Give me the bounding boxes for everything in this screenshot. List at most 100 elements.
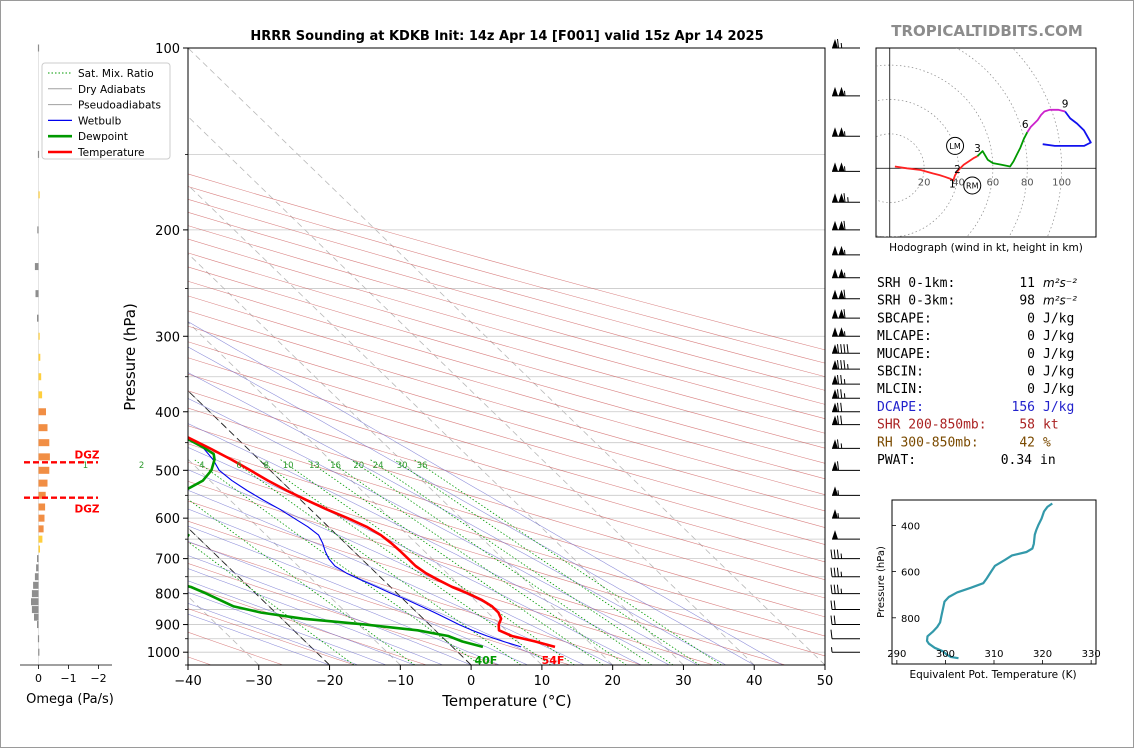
surface-temperature-label: 54F xyxy=(542,654,565,667)
wind-barb-flag xyxy=(832,127,838,137)
wind-barb-flag xyxy=(838,245,845,255)
omega-bar xyxy=(38,525,44,533)
wind-barb-half xyxy=(844,90,846,96)
wind-barb-feather xyxy=(840,360,843,370)
dgz-label: DGZ xyxy=(75,449,100,461)
hodograph-segment xyxy=(894,155,978,182)
index-unit: in xyxy=(1040,453,1056,468)
wind-barb-flag xyxy=(832,344,838,354)
index-unit: % xyxy=(1043,435,1051,450)
wind-barb xyxy=(830,615,860,626)
wind-barb-half xyxy=(840,553,843,559)
wind-barb xyxy=(832,461,860,471)
skewt-legend: Sat. Mix. Ratio Dry Adiabats Pseudoadiabat… xyxy=(41,62,171,160)
omega-bar xyxy=(38,545,40,553)
dry-adiabat xyxy=(188,252,825,434)
y-tick-label: 700 xyxy=(155,553,180,568)
omega-bar xyxy=(38,453,50,461)
omega-bar xyxy=(38,332,40,340)
wind-barb-flag xyxy=(838,193,845,203)
omega-bar xyxy=(34,613,39,621)
index-value: 156 xyxy=(1012,400,1035,415)
moist-adiabat xyxy=(188,525,528,665)
dry-adiabat xyxy=(188,238,825,419)
wind-barb xyxy=(832,127,860,137)
omega-bar xyxy=(38,514,45,522)
omega-bar xyxy=(37,314,39,322)
wind-barb-feather xyxy=(833,567,836,577)
wind-barb-feather xyxy=(830,600,833,610)
mixing-ratio-line xyxy=(413,459,722,665)
wind-barb-flag xyxy=(832,268,838,278)
moist-adiabat xyxy=(188,372,727,665)
dry-adiabat xyxy=(188,212,825,391)
index-unit: J/kg xyxy=(1043,347,1074,362)
omega-xlabel: Omega (Pa/s) xyxy=(26,692,114,707)
wind-barb-flag xyxy=(832,375,838,385)
index-row: MLCIN: 0 J/kg xyxy=(877,382,1074,397)
wind-barb-half xyxy=(844,166,846,172)
mixing-ratio-label: 13 xyxy=(309,461,320,471)
wind-barb-feather xyxy=(833,615,836,625)
dry-adiabat xyxy=(188,266,825,449)
omega-bar xyxy=(38,373,42,381)
hodograph-segment xyxy=(1042,110,1092,147)
index-value: 58 xyxy=(1019,418,1035,433)
omega-panel: 0 −1 −2 DGZ DGZ xyxy=(20,44,112,685)
y-tick-label: 200 xyxy=(155,224,180,239)
index-value: 0 xyxy=(1027,347,1035,362)
omega-bar xyxy=(37,226,39,234)
mixing-ratio-line xyxy=(306,459,604,665)
legend-label: Sat. Mix. Ratio xyxy=(78,68,154,80)
wind-barb-flag xyxy=(832,402,838,412)
index-value: 42 xyxy=(1019,435,1035,450)
wind-barb xyxy=(830,567,860,578)
legend-label: Dewpoint xyxy=(78,131,128,143)
wind-barb-flag xyxy=(838,289,845,299)
y-tick-label: 600 xyxy=(155,512,180,527)
mixing-ratio-label: 10 xyxy=(283,461,294,471)
mixing-ratio-label: 20 xyxy=(353,461,364,471)
skewt-ticks: −40 −30 −20 −10 0 10 20 30 40 50 100 200 300 400 500 60… xyxy=(147,42,833,689)
y-tick-label: 1000 xyxy=(147,646,180,661)
wind-barb-flag xyxy=(832,220,838,230)
wind-barb-feather xyxy=(837,402,839,412)
index-label: DCAPE: xyxy=(877,400,924,415)
omega-bar xyxy=(38,491,46,499)
wind-barb-feather xyxy=(840,389,843,399)
moist-adiabat xyxy=(188,580,415,665)
wind-barb-flag xyxy=(832,86,838,96)
mixing-ratio-label: 6 xyxy=(236,461,241,471)
wind-barb-flag xyxy=(838,162,845,172)
theta-e-x-tick-label: 330 xyxy=(1082,649,1101,660)
x-tick-label: 50 xyxy=(817,674,834,689)
hodograph-height-label: 1 xyxy=(949,178,956,190)
wind-barb-flag xyxy=(832,309,838,319)
wind-barb-feather xyxy=(833,584,836,594)
index-label: MLCAPE: xyxy=(877,329,932,344)
legend-label: Pseudoadiabats xyxy=(78,100,161,112)
wind-barb xyxy=(832,193,860,203)
hodograph-frame xyxy=(875,47,1097,238)
omega-bar xyxy=(38,353,41,361)
wind-barb-flag xyxy=(832,415,838,425)
surface-dewpoint-label: 40F xyxy=(474,654,497,667)
dry-adiabat xyxy=(188,173,825,351)
isotherm-key xyxy=(188,527,330,665)
index-value: 0.34 xyxy=(1001,453,1032,468)
wind-barb xyxy=(832,220,860,231)
theta-e-profile xyxy=(925,502,1053,660)
hodograph-height-label: 3 xyxy=(974,143,981,155)
skewt-background-lines xyxy=(188,48,825,665)
dry-adiabat xyxy=(188,357,825,545)
x-tick-label: −30 xyxy=(245,674,272,689)
omega-bar xyxy=(37,44,40,52)
dgz-label: DGZ xyxy=(75,504,100,516)
isotherm xyxy=(188,115,755,665)
wind-barb-half xyxy=(844,272,846,278)
omega-bar xyxy=(34,573,39,581)
wind-barb xyxy=(832,402,860,413)
index-value: 0 xyxy=(1027,329,1035,344)
wind-barb xyxy=(832,268,860,279)
dry-adiabat xyxy=(188,373,825,563)
